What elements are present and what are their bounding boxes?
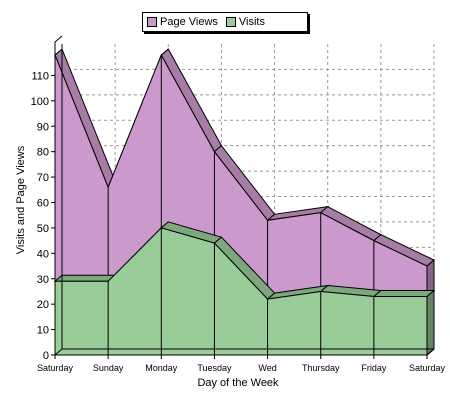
- legend-label-page-views: Page Views: [160, 16, 218, 28]
- legend-swatch-page-views: [147, 17, 157, 27]
- y-tick-label: 0: [43, 350, 49, 362]
- x-tick-label: Saturday: [37, 363, 74, 373]
- y-tick-label: 90: [37, 121, 49, 133]
- x-axis-label: Day of the Week: [197, 377, 279, 389]
- legend-item-visits: Visits: [225, 16, 265, 28]
- ribbon-visits: [53, 274, 117, 282]
- ribbon-visits: [372, 290, 436, 298]
- x-tick-label: Tuesday: [197, 363, 232, 373]
- legend-item-page-views: Page Views: [147, 16, 218, 28]
- floor-right-edge: [426, 348, 435, 356]
- y-tick-label: 110: [31, 70, 49, 82]
- side-visits: [426, 289, 435, 357]
- y-tick-label: 70: [37, 172, 49, 184]
- floor-left-edge: [54, 348, 63, 356]
- y-tick-label: 60: [37, 198, 49, 210]
- legend: Page Views Visits: [142, 12, 308, 32]
- legend-swatch-visits: [225, 17, 236, 27]
- x-tick-label: Monday: [145, 363, 178, 373]
- y-tick-label: 10: [37, 325, 49, 337]
- x-tick-label: Saturday: [409, 363, 446, 373]
- axes: [51, 35, 435, 359]
- y-tick-label: 40: [37, 248, 49, 260]
- y-tick-label: 50: [37, 223, 49, 235]
- legend-label-visits: Visits: [238, 16, 265, 28]
- y-tick-label: 80: [37, 147, 49, 159]
- series-visits: [53, 221, 436, 357]
- y-tick-label: 100: [31, 96, 49, 108]
- x-tick-labels: Saturday Sunday Monday Tuesday Wed Thursday Fr…: [37, 363, 446, 373]
- x-tick-label: Thursday: [302, 363, 340, 373]
- y-axis-top-edge: [54, 35, 63, 43]
- y-tick-label: 20: [37, 299, 49, 311]
- x-tick-label: Sunday: [93, 363, 124, 373]
- y-axis-label: Visits and Page Views: [15, 145, 27, 254]
- y-tick-label: 30: [37, 274, 49, 286]
- x-tick-label: Friday: [361, 363, 387, 373]
- y-tick-labels: 0 10 20 30 40 50 60 70 80 90 100 110: [31, 70, 49, 362]
- series-areas: [53, 48, 436, 357]
- x-tick-label: Wed: [258, 363, 276, 373]
